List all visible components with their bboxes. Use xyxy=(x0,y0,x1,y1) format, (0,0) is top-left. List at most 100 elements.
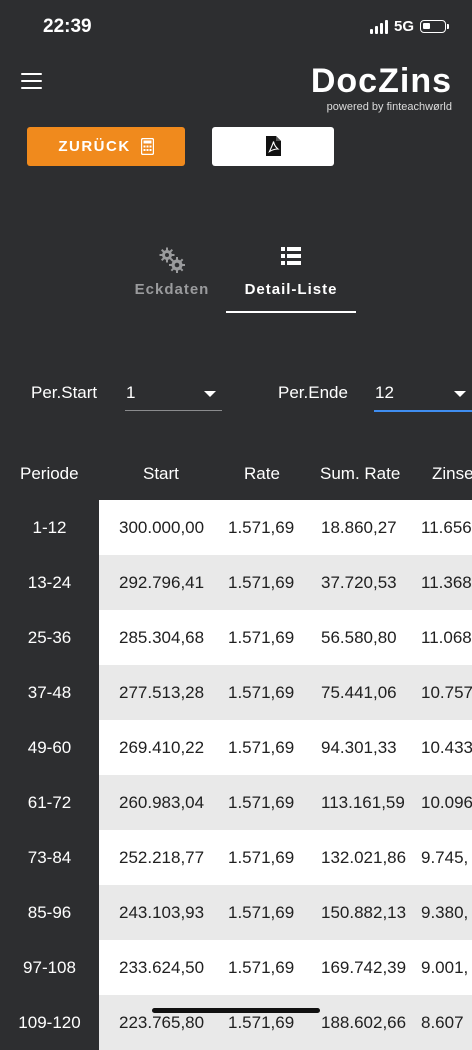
cell-start: 292.796,41 xyxy=(119,573,205,592)
cell-start: 260.983,04 xyxy=(119,793,205,812)
tab-detail-liste-label: Detail-Liste xyxy=(244,281,338,298)
cell-rate: 1.571,69 xyxy=(228,738,295,757)
row-background xyxy=(99,665,472,720)
hamburger-menu-icon[interactable] xyxy=(21,73,43,91)
cell-zinsen: 11.656 xyxy=(421,518,472,537)
cell-start: 243.103,93 xyxy=(119,903,205,922)
period-start-value: 1 xyxy=(126,383,136,402)
cell-rate: 1.571,69 xyxy=(228,848,295,867)
back-button[interactable]: ZURÜCK xyxy=(27,127,185,166)
calculator-icon xyxy=(140,138,154,155)
row-background xyxy=(99,500,472,555)
table-row: 1-12 300.000,00 1.571,69 18.860,27 11.656 xyxy=(0,500,472,555)
cell-sum-rate: 37.720,53 xyxy=(321,573,397,592)
cell-sum-rate: 94.301,33 xyxy=(321,738,397,757)
network-type: 5G xyxy=(393,18,414,35)
cell-rate: 1.571,69 xyxy=(228,573,295,592)
status-indicators: 5G xyxy=(369,18,449,35)
table-row: 25-36 285.304,68 1.571,69 56.580,80 11.068 xyxy=(0,610,472,665)
period-end-select[interactable]: 12 xyxy=(374,380,472,412)
column-header-rate: Rate xyxy=(244,464,280,483)
cell-zinsen: 11.368 xyxy=(421,573,472,592)
row-background xyxy=(99,940,472,995)
cell-zinsen: 10.433 xyxy=(421,738,472,757)
cell-zinsen: 10.096 xyxy=(421,793,472,812)
status-time: 22:39 xyxy=(43,16,92,37)
cell-rate: 1.571,69 xyxy=(228,683,295,702)
cell-sum-rate: 132.021,86 xyxy=(321,848,407,867)
pdf-export-button[interactable] xyxy=(212,127,334,166)
row-background xyxy=(99,720,472,775)
column-header-zinsen: Zinsen xyxy=(432,464,472,483)
cell-period: 13-24 xyxy=(0,555,99,610)
home-indicator xyxy=(152,1008,320,1013)
cell-period: 73-84 xyxy=(0,830,99,885)
tab-detail-liste[interactable]: Detail-Liste xyxy=(226,243,356,311)
cell-sum-rate: 169.742,39 xyxy=(321,958,407,977)
cell-rate: 1.571,69 xyxy=(228,958,295,977)
row-background xyxy=(99,885,472,940)
back-button-label: ZURÜCK xyxy=(58,138,131,155)
row-background xyxy=(99,555,472,610)
cell-start: 285.304,68 xyxy=(119,628,205,647)
cell-zinsen: 11.068 xyxy=(421,628,472,647)
status-bar: 22:39 5G xyxy=(0,0,472,54)
cell-start: 300.000,00 xyxy=(119,518,205,537)
cell-sum-rate: 188.602,66 xyxy=(321,1013,407,1032)
view-tabs: Eckdaten Detail-Liste xyxy=(122,243,360,313)
tab-eckdaten-label: Eckdaten xyxy=(134,281,210,298)
table-row: 85-96 243.103,93 1.571,69 150.882,13 9.380, xyxy=(0,885,472,940)
cell-period: 109-120 xyxy=(0,995,99,1050)
signal-icon xyxy=(369,19,388,34)
cell-zinsen: 9.745, xyxy=(421,848,469,867)
cell-period: 25-36 xyxy=(0,610,99,665)
cell-zinsen: 9.380, xyxy=(421,903,469,922)
cell-zinsen: 10.757 xyxy=(421,683,472,702)
tab-eckdaten[interactable]: Eckdaten xyxy=(122,243,222,311)
cell-start: 277.513,28 xyxy=(119,683,205,702)
pdf-icon xyxy=(265,136,281,156)
cell-rate: 1.571,69 xyxy=(228,628,295,647)
active-tab-indicator xyxy=(226,311,356,313)
cell-sum-rate: 56.580,80 xyxy=(321,628,397,647)
cell-start: 269.410,22 xyxy=(119,738,205,757)
cell-sum-rate: 150.882,13 xyxy=(321,903,407,922)
period-start-select[interactable]: 1 xyxy=(125,380,222,411)
table-row: 13-24 292.796,41 1.571,69 37.720,53 11.368 xyxy=(0,555,472,610)
table-row: 61-72 260.983,04 1.571,69 113.161,59 10.096 xyxy=(0,775,472,830)
row-background xyxy=(99,830,472,885)
list-icon xyxy=(281,247,301,265)
cell-period: 49-60 xyxy=(0,720,99,775)
logo-tagline: powered by finteachwørld xyxy=(326,101,452,113)
cell-period: 85-96 xyxy=(0,885,99,940)
cell-sum-rate: 113.161,59 xyxy=(321,793,405,812)
period-end-label: Per.Ende xyxy=(278,383,348,402)
table-row: 97-108 233.624,50 1.571,69 169.742,39 9.001, xyxy=(0,940,472,995)
table-row: 37-48 277.513,28 1.571,69 75.441,06 10.757 xyxy=(0,665,472,720)
cell-rate: 1.571,69 xyxy=(228,793,295,812)
cell-zinsen: 8.607 xyxy=(421,1013,464,1032)
cell-sum-rate: 75.441,06 xyxy=(321,683,397,702)
cell-start: 223.765,80 xyxy=(119,1013,205,1032)
gears-icon xyxy=(159,247,185,273)
column-header-periode: Periode xyxy=(20,464,79,483)
row-background xyxy=(99,775,472,830)
cell-start: 233.624,50 xyxy=(119,958,205,977)
cell-period: 1-12 xyxy=(0,500,99,555)
battery-icon xyxy=(420,20,449,33)
cell-period: 37-48 xyxy=(0,665,99,720)
chevron-down-icon xyxy=(454,391,466,397)
doczins-logo: DocZins powered by finteachwørld xyxy=(292,62,452,113)
cell-sum-rate: 18.860,27 xyxy=(321,518,397,537)
chevron-down-icon xyxy=(204,391,216,397)
period-start-label: Per.Start xyxy=(31,383,98,402)
column-header-start: Start xyxy=(143,464,179,483)
amortization-table: 1-12 300.000,00 1.571,69 18.860,27 11.656 13-… xyxy=(0,500,472,1050)
cell-rate: 1.571,69 xyxy=(228,903,295,922)
cell-period: 61-72 xyxy=(0,775,99,830)
logo-wordmark: DocZins xyxy=(310,62,452,100)
cell-zinsen: 9.001, xyxy=(421,958,469,977)
cell-start: 252.218,77 xyxy=(119,848,205,867)
table-row: 73-84 252.218,77 1.571,69 132.021,86 9.745, xyxy=(0,830,472,885)
table-row: 49-60 269.410,22 1.571,69 94.301,33 10.433 xyxy=(0,720,472,775)
